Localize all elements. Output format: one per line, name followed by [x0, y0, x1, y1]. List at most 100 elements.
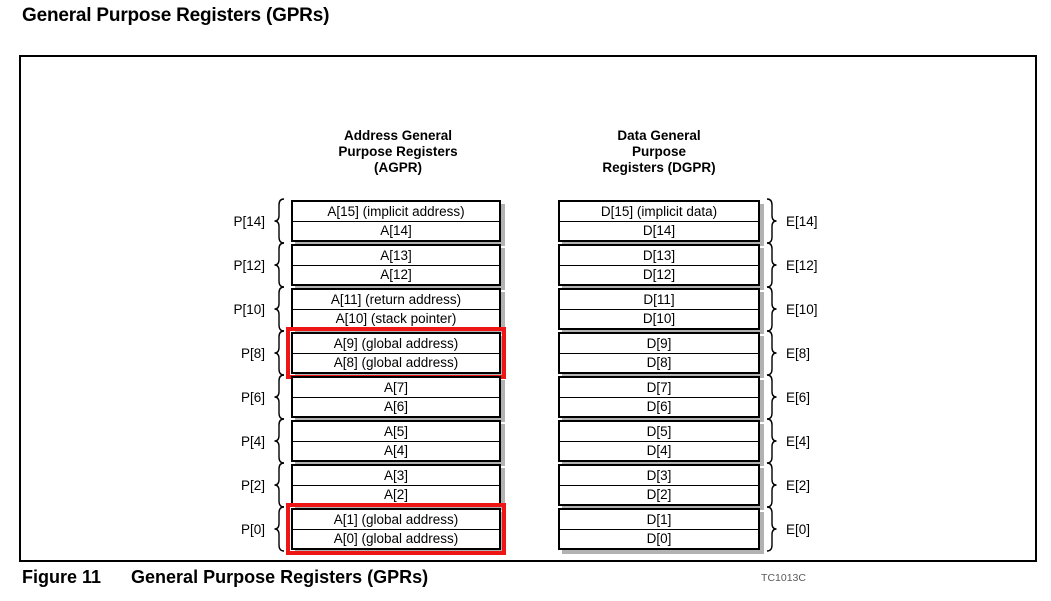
- register-pair-row: D[11] D[10] E[10]: [558, 286, 844, 332]
- register-group-label: P[0]: [240, 521, 265, 537]
- brace-cell: [267, 374, 291, 420]
- register-cell: D[11]: [560, 290, 758, 310]
- register-cell: A[5]: [293, 422, 499, 442]
- agpr-header-line: (AGPR): [374, 160, 422, 175]
- register-cell: D[14]: [642, 223, 676, 238]
- dgpr-header-line: Data General: [617, 128, 701, 143]
- register-group-label: E[14]: [786, 213, 818, 229]
- left-brace-icon: [274, 374, 285, 420]
- register-cell: D[8]: [646, 355, 672, 370]
- left-brace-icon: [274, 242, 285, 288]
- register-pair-box: D[7] D[6]: [558, 376, 760, 418]
- right-brace-icon: [766, 330, 777, 376]
- register-pair-box: A[15] (implicit address) A[14]: [291, 200, 501, 242]
- figure-number: Figure 11: [22, 567, 102, 587]
- register-group-label: P[4]: [240, 433, 265, 449]
- register-pair-box: A[3] A[2]: [291, 464, 501, 506]
- agpr-header-line: Purpose Registers: [338, 144, 458, 159]
- register-cell: A[9] (global address): [293, 334, 499, 354]
- register-cell: D[9]: [560, 334, 758, 354]
- figure-caption: Figure 11 General Purpose Registers (GPRs…: [22, 567, 428, 588]
- register-group-label: P[6]: [240, 389, 265, 405]
- register-cell: D[12]: [642, 267, 676, 282]
- register-group-label: E[6]: [786, 389, 811, 405]
- brace-cell: [267, 286, 291, 332]
- register-cell: D[2]: [646, 487, 672, 502]
- register-pair-box: D[11] D[10]: [558, 288, 760, 330]
- right-brace-icon: [766, 418, 777, 464]
- dgpr-header-line: Purpose: [631, 144, 686, 159]
- brace-cell: [760, 330, 784, 376]
- register-cell: A[4]: [383, 443, 408, 458]
- register-pair-box: D[3] D[2]: [558, 464, 760, 506]
- register-pair-box-highlighted: A[1] (global address) A[0] (global addres…: [286, 503, 506, 555]
- register-cell: D[4]: [646, 443, 672, 458]
- register-pair-box: D[1] D[0]: [558, 508, 760, 550]
- register-pair-row: D[1] D[0] E[0]: [558, 506, 844, 552]
- agpr-header-line: Address General: [343, 128, 453, 143]
- register-cell: D[1]: [560, 510, 758, 530]
- register-pair-row: P[12] A[13] A[12]: [207, 242, 501, 288]
- register-pair-row: P[2] A[3] A[2]: [207, 462, 501, 508]
- right-brace-icon: [766, 286, 777, 332]
- register-cell: A[0] (global address): [333, 531, 459, 546]
- register-pair-row: P[4] A[5] A[4]: [207, 418, 501, 464]
- brace-cell: [267, 462, 291, 508]
- dgpr-header-line: Registers (DGPR): [602, 160, 716, 175]
- brace-cell: [760, 374, 784, 420]
- brace-cell: [267, 506, 291, 552]
- left-brace-icon: [274, 462, 285, 508]
- diagram-frame: Address General Purpose Registers (AGPR)…: [19, 55, 1037, 584]
- register-group-label: P[8]: [240, 345, 265, 361]
- register-group-label: E[8]: [786, 345, 811, 361]
- register-cell: A[13]: [293, 246, 499, 266]
- register-pair-row: P[10] A[11] (return address) A[10] (stack …: [207, 286, 501, 332]
- right-brace-icon: [766, 242, 777, 288]
- right-brace-icon: [766, 374, 777, 420]
- dgpr-register-stack: D[15] (implicit data) D[14] E[14] D[13] D[12…: [558, 198, 844, 552]
- register-cell: A[12]: [380, 267, 412, 282]
- agpr-register-stack: P[14] A[15] (implicit address) A[14] P[12] A…: [207, 198, 506, 555]
- agpr-header: Address General Purpose Registers (AGPR): [273, 128, 523, 176]
- brace-cell: [760, 286, 784, 332]
- register-cell: D[5]: [560, 422, 758, 442]
- register-cell: A[15] (implicit address): [293, 202, 499, 222]
- register-pair-box: A[7] A[6]: [291, 376, 501, 418]
- figure-title: General Purpose Registers (GPRs): [131, 567, 429, 587]
- register-group-label: P[12]: [233, 257, 265, 273]
- left-brace-icon: [274, 330, 285, 376]
- register-cell: A[1] (global address): [293, 510, 499, 530]
- right-brace-icon: [766, 462, 777, 508]
- register-pair-box: A[11] (return address) A[10] (stack point…: [291, 288, 501, 330]
- register-pair-row: D[13] D[12] E[12]: [558, 242, 844, 288]
- register-pair-row: D[3] D[2] E[2]: [558, 462, 844, 508]
- brace-cell: [760, 418, 784, 464]
- right-brace-icon: [766, 198, 777, 244]
- register-pair-row: P[6] A[7] A[6]: [207, 374, 501, 420]
- register-group-label: P[14]: [233, 213, 265, 229]
- register-cell: A[8] (global address): [333, 355, 459, 370]
- brace-cell: [760, 198, 784, 244]
- register-cell: D[3]: [560, 466, 758, 486]
- left-brace-icon: [274, 198, 285, 244]
- register-pair-row: P[0] A[1] (global address) A[0] (global ad…: [207, 503, 506, 555]
- register-cell: A[11] (return address): [293, 290, 499, 310]
- brace-cell: [760, 506, 784, 552]
- page-title: General Purpose Registers (GPRs): [22, 5, 330, 26]
- left-brace-icon: [274, 506, 285, 552]
- left-brace-icon: [274, 418, 285, 464]
- brace-cell: [760, 242, 784, 288]
- register-cell: D[13]: [560, 246, 758, 266]
- register-group-label: E[10]: [786, 301, 818, 317]
- register-group-label: E[12]: [786, 257, 818, 273]
- register-cell: D[6]: [646, 399, 672, 414]
- register-cell: A[10] (stack pointer): [335, 311, 457, 326]
- register-group-label: P[2]: [240, 477, 265, 493]
- right-brace-icon: [766, 506, 777, 552]
- register-group-label: E[2]: [786, 477, 811, 493]
- left-brace-icon: [274, 286, 285, 332]
- register-pair-row: P[8] A[9] (global address) A[8] (global ad…: [207, 327, 506, 379]
- register-pair-box-highlighted: A[9] (global address) A[8] (global addres…: [286, 327, 506, 379]
- register-cell: D[0]: [646, 531, 672, 546]
